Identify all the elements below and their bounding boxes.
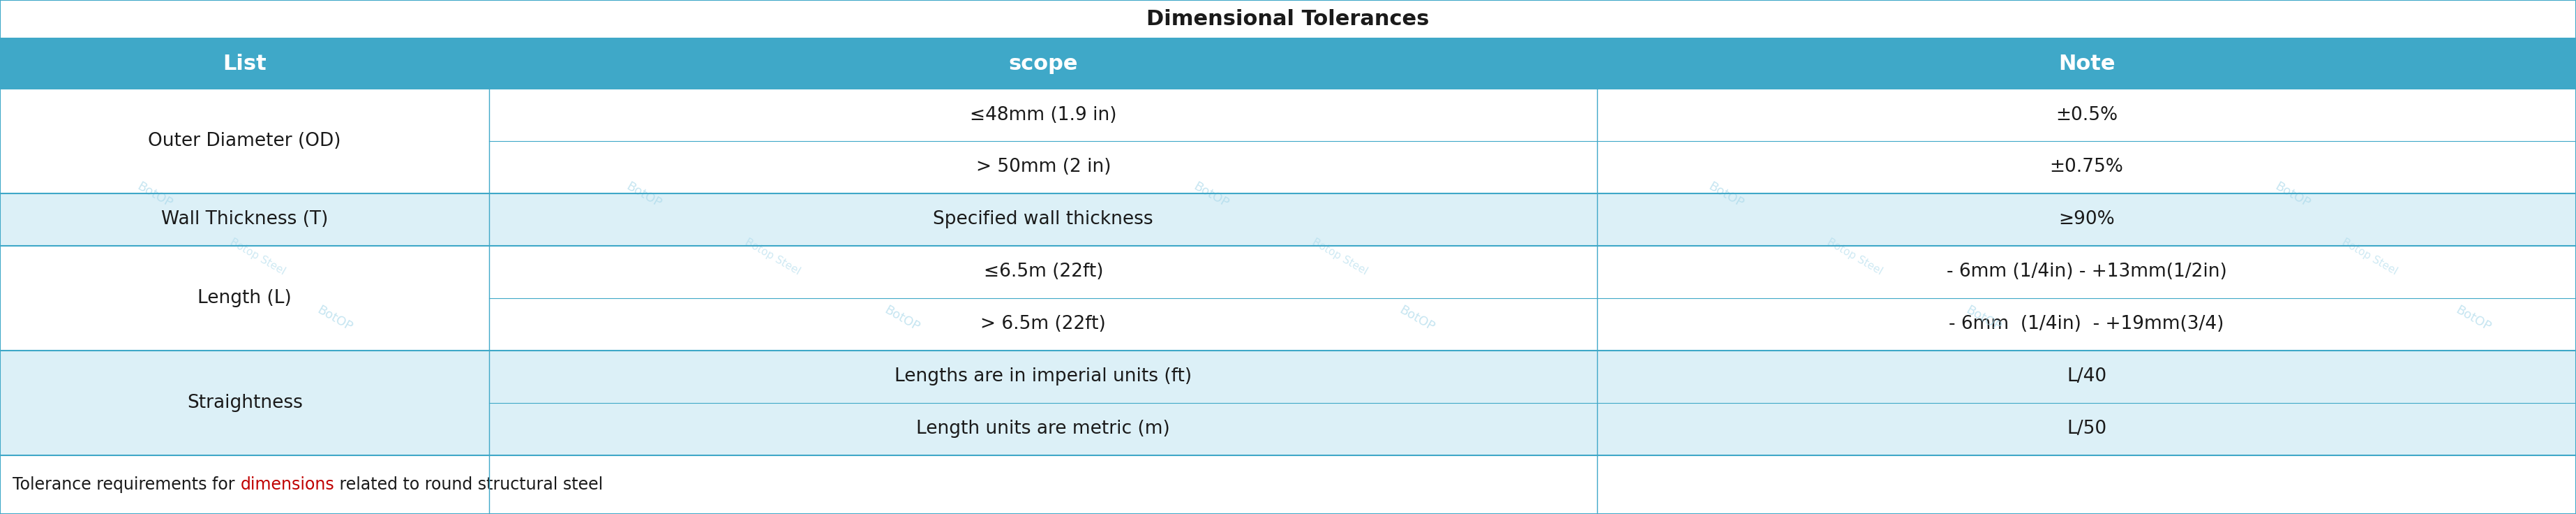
Text: ±0.5%: ±0.5% [2056, 106, 2117, 124]
Text: Note: Note [2058, 53, 2115, 74]
Bar [0, 475, 2576, 514]
Text: BotOP: BotOP [314, 304, 355, 334]
Bar [0, 39, 2576, 89]
Text: dimensions: dimensions [240, 476, 335, 493]
Text: scope: scope [1010, 53, 1077, 74]
Text: BotOP: BotOP [2452, 304, 2494, 334]
Bar [0, 298, 2576, 351]
Text: related to round structural steel: related to round structural steel [335, 476, 603, 493]
Bar [0, 89, 2576, 141]
Bar [0, 141, 2576, 193]
Text: > 6.5m (22ft): > 6.5m (22ft) [981, 315, 1105, 334]
Text: ≤48mm (1.9 in): ≤48mm (1.9 in) [969, 106, 1118, 124]
Bar [0, 193, 2576, 246]
Text: Botop Steel: Botop Steel [1311, 237, 1368, 277]
Text: > 50mm (2 in): > 50mm (2 in) [976, 158, 1110, 176]
Text: BotOP: BotOP [1396, 304, 1437, 334]
Text: Length units are metric (m): Length units are metric (m) [917, 420, 1170, 438]
Text: Outer Diameter (OD): Outer Diameter (OD) [149, 132, 340, 150]
Text: Length (L): Length (L) [198, 289, 291, 307]
Text: Botop Steel: Botop Steel [2342, 237, 2398, 277]
Text: BotOP: BotOP [2272, 180, 2313, 210]
Text: Botop Steel: Botop Steel [744, 237, 801, 277]
Text: L/50: L/50 [2066, 420, 2107, 438]
Text: Botop Steel: Botop Steel [229, 237, 286, 277]
Text: - 6mm (1/4in) - +13mm(1/2in): - 6mm (1/4in) - +13mm(1/2in) [1947, 263, 2226, 281]
Bar [0, 403, 2576, 455]
Bar [0, 351, 2576, 403]
Text: BotOP: BotOP [1963, 304, 2004, 334]
Text: List: List [224, 53, 265, 74]
Text: L/40: L/40 [2066, 368, 2107, 386]
Text: BotOP: BotOP [881, 304, 922, 334]
Text: Straightness: Straightness [188, 394, 301, 412]
Text: BotOP: BotOP [1190, 180, 1231, 210]
Text: - 6mm  (1/4in)  - +19mm(3/4): - 6mm (1/4in) - +19mm(3/4) [1950, 315, 2223, 334]
Text: BotOP: BotOP [134, 180, 175, 210]
Text: BotOP: BotOP [623, 180, 665, 210]
Text: Wall Thickness (T): Wall Thickness (T) [162, 211, 327, 229]
Text: ≤6.5m (22ft): ≤6.5m (22ft) [984, 263, 1103, 281]
Bar [0, 246, 2576, 298]
Text: Dimensional Tolerances: Dimensional Tolerances [1146, 9, 1430, 29]
Text: Tolerance requirements for: Tolerance requirements for [13, 476, 240, 493]
Text: BotOP: BotOP [1705, 180, 1747, 210]
Text: ≥90%: ≥90% [2058, 211, 2115, 229]
Text: Botop Steel: Botop Steel [1826, 237, 1883, 277]
Text: Specified wall thickness: Specified wall thickness [933, 211, 1154, 229]
Text: Lengths are in imperial units (ft): Lengths are in imperial units (ft) [894, 368, 1193, 386]
Text: ±0.75%: ±0.75% [2050, 158, 2123, 176]
